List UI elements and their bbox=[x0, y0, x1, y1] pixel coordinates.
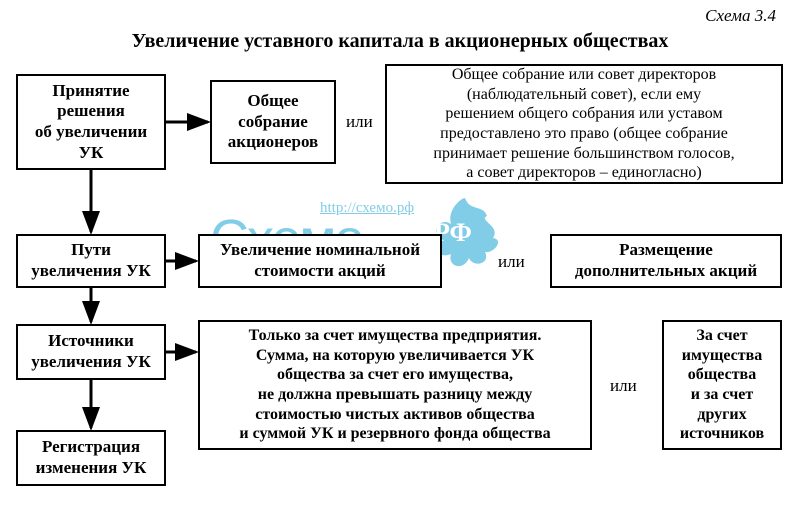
or-label-0: или bbox=[346, 112, 373, 132]
box-othersrc: За счет имущества общества и за счет дру… bbox=[662, 320, 782, 450]
or-label-1: или bbox=[498, 252, 525, 272]
box-meeting: Общее собрание акционеров bbox=[210, 80, 336, 164]
scheme-label: Схема 3.4 bbox=[705, 6, 776, 26]
box-placement: Размещение дополнительных акций bbox=[550, 234, 782, 288]
box-sources: Источники увеличения УК bbox=[16, 324, 166, 380]
page-title: Увеличение уставного капитала в акционер… bbox=[0, 30, 800, 53]
or-label-2: или bbox=[610, 376, 637, 396]
box-ways: Пути увеличения УК bbox=[16, 234, 166, 288]
box-property: Только за счет имущества предприятия. Су… bbox=[198, 320, 592, 450]
box-nominal: Увеличение номинальной стоимости акций bbox=[198, 234, 442, 288]
box-board: Общее собрание или совет директоров (наб… bbox=[385, 64, 783, 184]
box-register: Регистрация изменения УК bbox=[16, 430, 166, 486]
box-decision: Принятие решения об увеличении УК bbox=[16, 74, 166, 170]
watermark-url: http://схемо.рф bbox=[320, 200, 414, 217]
